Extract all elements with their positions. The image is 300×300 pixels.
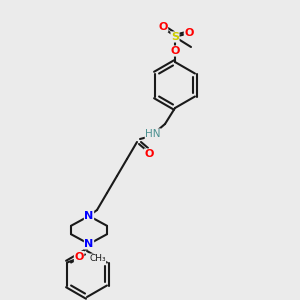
Text: N: N [84, 211, 94, 221]
Text: O: O [74, 251, 84, 262]
Text: HN: HN [145, 129, 161, 139]
Text: S: S [171, 32, 179, 42]
Text: O: O [184, 28, 194, 38]
Text: CH₃: CH₃ [89, 254, 106, 263]
Text: O: O [144, 149, 154, 159]
Text: O: O [158, 22, 168, 32]
Text: N: N [84, 239, 94, 249]
Text: O: O [170, 46, 180, 56]
